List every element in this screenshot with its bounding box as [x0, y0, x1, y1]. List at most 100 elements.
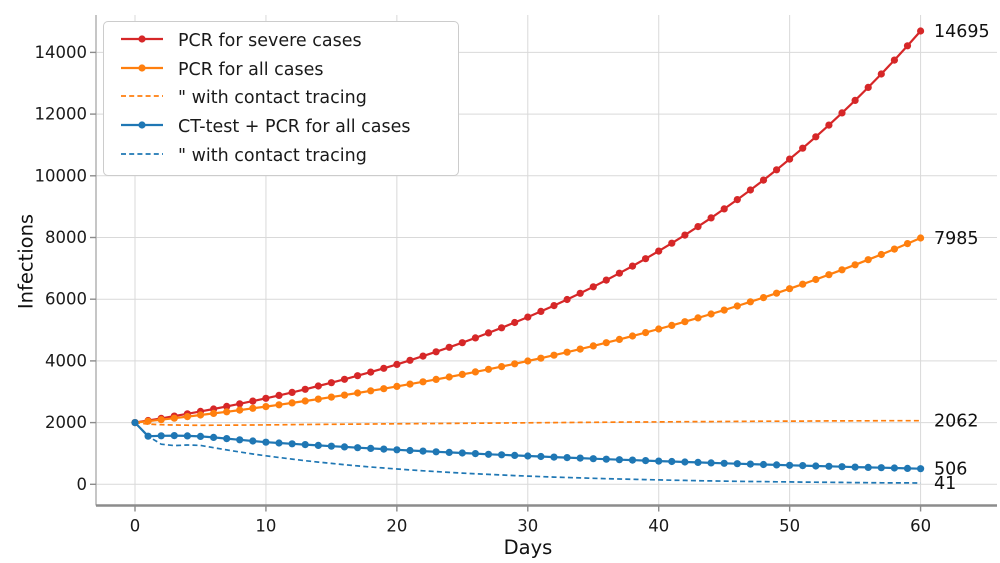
series-1-marker — [694, 314, 702, 322]
series-3-marker — [563, 454, 571, 462]
series-0-marker — [367, 368, 375, 376]
series-1-marker — [144, 417, 152, 425]
series-3-marker — [576, 454, 584, 462]
series-3-marker — [511, 451, 519, 459]
ytick-label-2000: 2000 — [45, 413, 87, 432]
series-3-marker — [183, 432, 191, 440]
series-3-marker — [445, 448, 453, 456]
series-0-marker — [720, 205, 728, 213]
series-3-marker — [340, 443, 349, 451]
xtick-label-20: 20 — [386, 517, 407, 536]
series-1-marker — [393, 382, 401, 390]
series-3-marker — [223, 435, 231, 443]
series-1-marker — [903, 240, 912, 248]
series-0-marker — [249, 397, 257, 405]
series-0-marker — [838, 109, 846, 117]
series-3-marker — [314, 441, 322, 449]
series-0-marker — [262, 394, 270, 402]
series-1-marker — [720, 306, 728, 314]
series-3-marker — [484, 450, 493, 458]
series-3-marker — [825, 462, 833, 470]
series-3-marker — [262, 438, 270, 446]
series-0-marker — [851, 96, 859, 104]
series-3-marker — [157, 432, 165, 440]
series-1-marker — [628, 332, 637, 340]
series-1-marker — [524, 357, 532, 365]
ytick-label-6000: 6000 — [45, 290, 87, 309]
series-0-marker — [275, 391, 283, 399]
series-0-marker — [445, 343, 453, 351]
xtick-label-60: 60 — [910, 517, 931, 536]
legend-item-4: " with contact tracing — [112, 144, 450, 168]
series-3-marker — [602, 455, 610, 463]
series-0-marker — [380, 364, 388, 372]
legend-line-sample-icon — [120, 86, 164, 110]
series-0-marker — [340, 375, 349, 383]
ytick-label-12000: 12000 — [35, 105, 88, 124]
series-3-marker — [890, 464, 899, 472]
legend-line-sample-icon — [120, 115, 164, 139]
series-0-marker — [707, 214, 715, 222]
legend-label: PCR for severe cases — [178, 31, 362, 52]
legend-item-3: CT-test + PCR for all cases — [112, 115, 450, 139]
series-3-marker — [367, 444, 375, 452]
series-0-marker — [812, 133, 820, 141]
series-0-marker — [288, 388, 296, 396]
series-3-marker — [249, 437, 257, 445]
series-0-marker — [498, 324, 506, 332]
ytick-label-0: 0 — [77, 475, 88, 494]
series-0-marker — [223, 402, 231, 410]
series-0-marker — [406, 356, 414, 364]
series-1-marker — [877, 250, 885, 259]
series-0-marker — [511, 318, 519, 327]
series-1-marker — [223, 408, 231, 416]
series-1-marker — [655, 325, 663, 333]
series-1-marker — [288, 399, 296, 407]
series-0-marker — [825, 121, 833, 129]
series-1-marker — [471, 368, 479, 376]
series-3-marker — [380, 445, 388, 453]
series-1-marker — [838, 266, 846, 274]
series-3-marker — [537, 452, 545, 461]
series-3-marker — [550, 453, 558, 461]
legend-label: " with contact tracing — [178, 88, 367, 109]
series-3-marker — [759, 460, 768, 469]
series-1-marker — [773, 289, 781, 297]
series-3-marker — [786, 461, 794, 469]
series-3-marker — [733, 460, 741, 468]
series-0-marker — [550, 302, 558, 310]
series-0-marker — [301, 385, 309, 393]
series-1-marker — [576, 345, 584, 353]
series-1-marker — [445, 373, 453, 381]
series-0-marker — [314, 382, 322, 390]
series-1-marker — [210, 409, 218, 417]
series-3-marker — [668, 457, 676, 466]
series-1-marker — [812, 275, 820, 284]
series-0-marker — [786, 155, 794, 163]
series-1-marker — [275, 401, 283, 409]
series-0-marker — [628, 262, 637, 270]
series-1-marker — [432, 375, 440, 383]
series-1-marker — [786, 285, 794, 293]
series-0-marker — [393, 360, 401, 368]
legend-label: " with contact tracing — [178, 145, 367, 166]
legend-line-sample-icon — [120, 144, 164, 168]
series-0-marker — [458, 339, 466, 347]
series-3-marker — [524, 452, 532, 460]
series-0-marker — [681, 231, 689, 239]
series-0-marker — [759, 176, 768, 184]
series-3-marker — [615, 456, 624, 464]
series-1-marker — [484, 365, 493, 373]
series-0-marker — [563, 295, 571, 304]
series-1-marker — [236, 406, 244, 414]
xtick-label-0: 0 — [130, 517, 141, 536]
series-1-marker — [707, 310, 715, 318]
legend-item-2: " with contact tracing — [112, 86, 450, 110]
series-0-marker — [668, 239, 676, 247]
series-1-marker — [563, 348, 571, 356]
series-0-marker — [799, 144, 807, 152]
series-3-marker — [746, 460, 755, 468]
series-0-marker — [733, 196, 741, 204]
series-0-marker — [773, 166, 781, 174]
